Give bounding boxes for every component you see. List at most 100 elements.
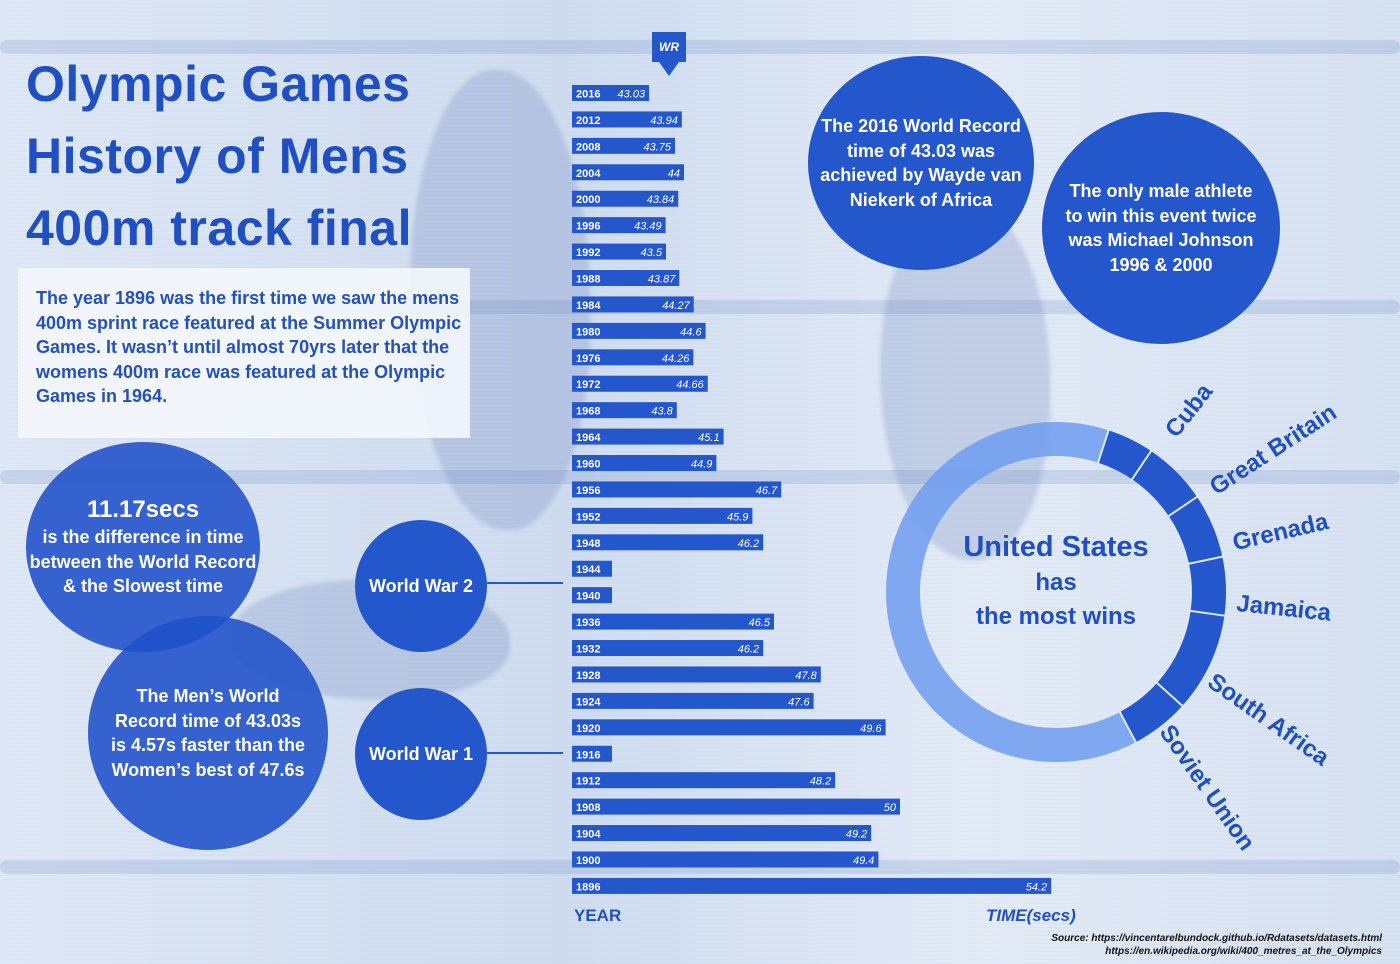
bar-1972 <box>572 375 708 392</box>
x-axis-time-label: TIME(secs) <box>986 906 1076 925</box>
bar-1900 <box>572 851 879 868</box>
donut-segment-divider <box>1118 709 1138 745</box>
value-label-1912: 48.2 <box>810 776 831 788</box>
year-label-1984: 1984 <box>576 300 601 312</box>
value-label-1972: 44.66 <box>676 379 704 391</box>
bar-1960 <box>572 455 717 472</box>
bar-1992 <box>572 243 666 260</box>
year-label-2004: 2004 <box>576 168 601 180</box>
bar-1924 <box>572 692 814 709</box>
year-label-1900: 1900 <box>576 855 600 867</box>
value-label-1900: 49.4 <box>853 855 874 867</box>
michael-johnson-text: The only male athlete to win this event … <box>1065 181 1257 275</box>
bar-1988 <box>572 270 680 287</box>
wr-arrow-icon <box>659 62 679 76</box>
donut-segment-divider <box>1166 494 1200 518</box>
year-label-1972: 1972 <box>576 379 600 391</box>
ww2-connector <box>487 582 563 584</box>
value-label-1952: 45.9 <box>727 511 748 523</box>
background-streak <box>0 40 1400 54</box>
value-label-1964: 45.1 <box>698 432 719 444</box>
bar-1908 <box>572 798 900 815</box>
value-label-2016: 43.03 <box>618 89 646 101</box>
year-label-2000: 2000 <box>576 194 600 206</box>
value-label-1956: 46.7 <box>756 485 778 497</box>
value-label-1968: 43.8 <box>651 406 673 418</box>
value-label-1920: 49.6 <box>860 723 882 735</box>
source-line-1: Source: https://vincentarelbundock.githu… <box>1051 933 1382 944</box>
title-line-2: History of Mens <box>26 128 409 184</box>
bar-1952 <box>572 507 753 524</box>
donut-center-text: United States has the most wins <box>930 528 1182 634</box>
bar-1920 <box>572 719 886 736</box>
bar-1928 <box>572 666 821 683</box>
value-label-1948: 46.2 <box>738 538 759 550</box>
value-label-1928: 47.8 <box>795 670 817 682</box>
donut-center-line-3: the most wins <box>975 603 1137 630</box>
year-label-1988: 1988 <box>576 274 600 286</box>
intro-text: The year 1896 was the first time we saw … <box>36 288 462 406</box>
value-label-1924: 47.6 <box>788 696 810 708</box>
donut-segment-divider <box>1154 680 1185 708</box>
bar-2004 <box>572 164 684 181</box>
bar-2008 <box>572 137 675 154</box>
difference-text: is the difference in time between the Wo… <box>29 527 257 597</box>
value-label-1976: 44.26 <box>662 353 690 365</box>
year-label-1952: 1952 <box>576 511 600 523</box>
world-war-1-label: World War 1 <box>368 743 473 764</box>
value-label-1904: 49.2 <box>846 829 867 841</box>
intro-panel <box>18 268 470 438</box>
value-label-1984: 44.27 <box>662 300 690 312</box>
year-label-1968: 1968 <box>576 406 600 418</box>
bar-1996 <box>572 217 666 234</box>
bar-2000 <box>572 190 679 207</box>
title-line-3: 400m track final <box>26 200 412 256</box>
year-label-1896: 1896 <box>576 881 600 893</box>
bar-1944 <box>572 560 612 577</box>
donut-other-countries-arc <box>1098 430 1226 743</box>
difference-value: 11.17secs <box>86 496 200 524</box>
value-label-1932: 46.2 <box>738 644 759 656</box>
bar-1984 <box>572 296 694 313</box>
value-label-2008: 43.75 <box>643 141 671 153</box>
value-label-1980: 44.6 <box>680 326 702 338</box>
value-label-1988: 43.87 <box>648 274 676 286</box>
value-label-2004: 44 <box>668 168 680 180</box>
source-citation: Source: https://vincentarelbundock.githu… <box>1051 932 1382 958</box>
bar-1916 <box>572 745 612 762</box>
year-label-1964: 1964 <box>576 432 601 444</box>
bar-1932 <box>572 640 764 657</box>
bar-1956 <box>572 481 782 498</box>
year-label-1916: 1916 <box>576 749 600 761</box>
year-label-1948: 1948 <box>576 538 600 550</box>
year-label-1960: 1960 <box>576 459 600 471</box>
bar-1940 <box>572 587 612 604</box>
donut-center-line-2: has <box>1035 569 1077 596</box>
value-label-2012: 43.94 <box>650 115 678 127</box>
value-label-1908: 50 <box>884 802 897 814</box>
donut-segment-divider <box>1130 448 1154 482</box>
x-axis-year-label: YEAR <box>574 906 622 925</box>
year-label-2008: 2008 <box>576 141 600 153</box>
year-label-1956: 1956 <box>576 485 600 497</box>
michael-johnson-circle: The only male athlete to win this event … <box>1042 112 1280 344</box>
year-label-1920: 1920 <box>576 723 600 735</box>
world-war-2-label: World War 2 <box>368 575 473 596</box>
bar-1980 <box>572 322 706 339</box>
source-line-2: https://en.wikipedia.org/wiki/400_metres… <box>1105 946 1382 957</box>
wr-marker: WR <box>652 32 686 62</box>
year-label-1976: 1976 <box>576 353 600 365</box>
year-label-1912: 1912 <box>576 776 600 788</box>
world-record-2016-circle: The 2016 World Record time of 43.03 was … <box>808 56 1034 270</box>
year-label-1944: 1944 <box>576 564 601 576</box>
world-record-2016-text: The 2016 World Record time of 43.03 was … <box>820 116 1022 210</box>
year-label-1928: 1928 <box>576 670 600 682</box>
bar-1936 <box>572 613 774 630</box>
value-label-1992: 43.5 <box>641 247 663 259</box>
women-comparison-text: The Men’s World Record time of 43.03s is… <box>110 686 306 780</box>
year-label-1924: 1924 <box>576 696 601 708</box>
year-label-1996: 1996 <box>576 221 600 233</box>
year-label-1980: 1980 <box>576 326 600 338</box>
